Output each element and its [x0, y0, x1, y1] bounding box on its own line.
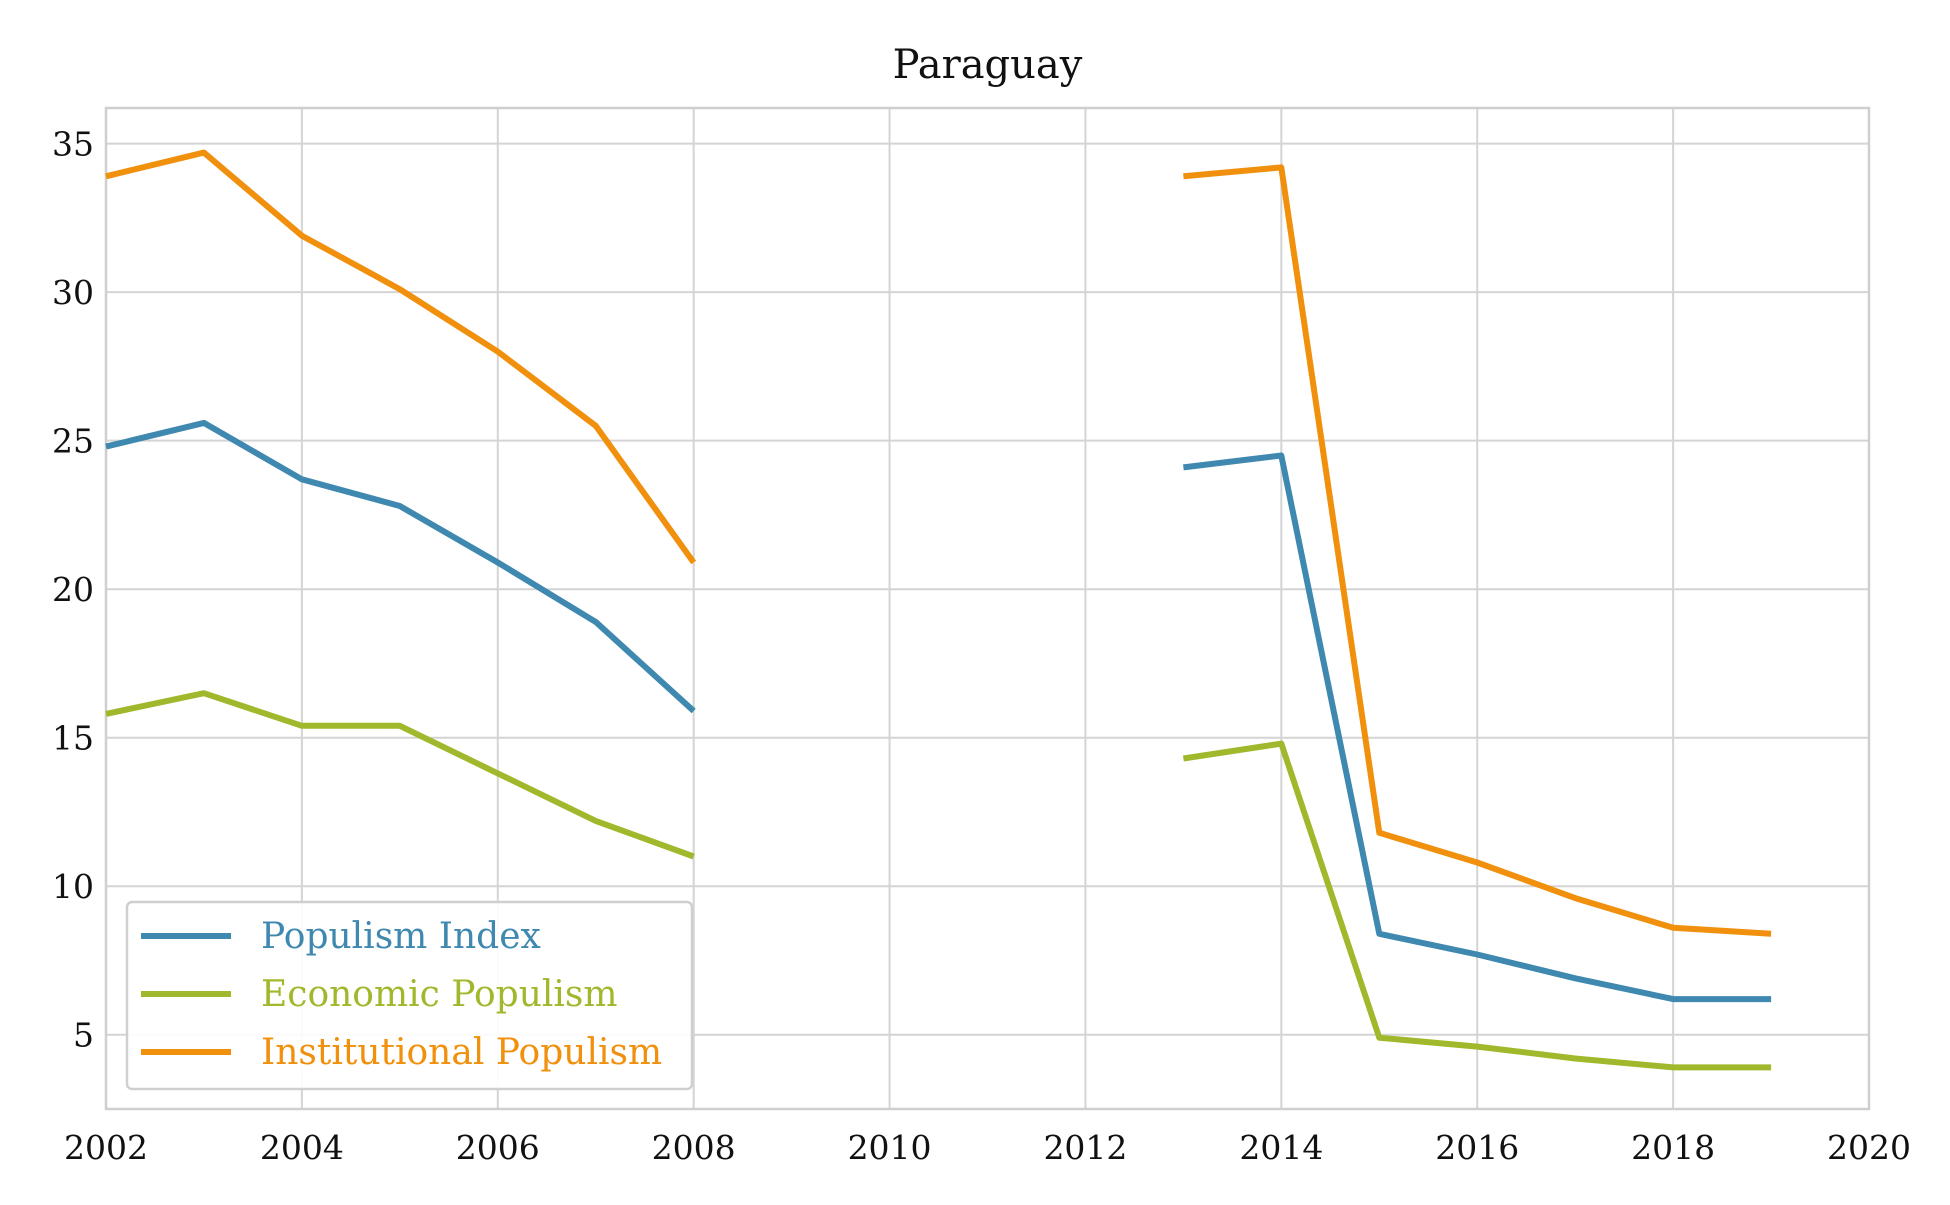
x-tick-label: 2002 — [64, 1128, 148, 1167]
x-tick-label: 2012 — [1043, 1128, 1127, 1167]
series-line-economic-populism — [105, 690, 1772, 1071]
x-axis-ticks: 2002 2004 2006 2008 2010 2012 2014 2016 2018 2020 — [64, 1128, 1911, 1167]
y-tick-label: 25 — [52, 422, 94, 461]
legend-box — [125, 900, 694, 1091]
legend-label-institutional-populism: Institutional Populism — [261, 1032, 662, 1073]
y-tick-label: 5 — [73, 1016, 94, 1055]
x-tick-label: 2008 — [652, 1128, 736, 1167]
x-tick-label: 2020 — [1827, 1128, 1911, 1167]
x-tick-label: 2014 — [1239, 1128, 1323, 1167]
legend: Populism Index Economic Populism Instituti… — [125, 900, 694, 1091]
legend-label-economic-populism: Economic Populism — [261, 974, 618, 1015]
y-tick-label: 15 — [52, 719, 94, 758]
legend-label-populism-index: Populism Index — [261, 916, 541, 957]
x-tick-label: 2010 — [848, 1128, 932, 1167]
chart-title: Paraguay — [893, 42, 1083, 88]
y-axis-ticks: 5 10 15 20 25 30 35 — [52, 125, 94, 1055]
x-tick-label: 2018 — [1631, 1128, 1715, 1167]
x-tick-label: 2006 — [456, 1128, 540, 1167]
series-line-institutional-populism — [105, 149, 1772, 937]
y-tick-label: 10 — [52, 867, 94, 906]
y-tick-label: 30 — [52, 273, 94, 312]
series-lines — [105, 149, 1772, 1071]
y-tick-label: 20 — [52, 570, 94, 609]
plot-frame — [104, 106, 1871, 1111]
x-tick-label: 2004 — [260, 1128, 344, 1167]
x-tick-label: 2016 — [1435, 1128, 1519, 1167]
series-line-populism-index — [105, 419, 1772, 1003]
y-tick-label: 35 — [52, 125, 94, 164]
